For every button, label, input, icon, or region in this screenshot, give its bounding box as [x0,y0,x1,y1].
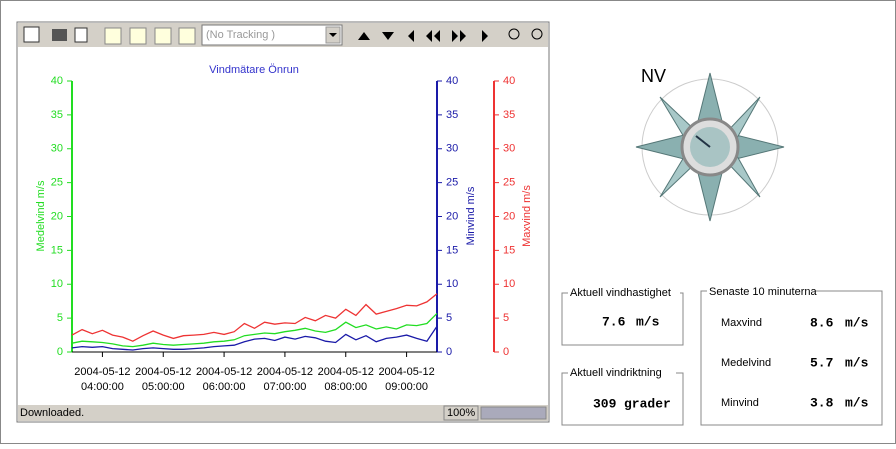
tick-label: 0 [57,346,63,358]
y2-axis-title: Minvind m/s [465,186,477,245]
label-bg [707,285,815,297]
last10-title: Senaste 10 minuterna [709,286,818,298]
tick-label: 40 [446,75,458,87]
tick-label: 15 [446,244,458,256]
x-tick-label: 2004-05-12 06:00:00 [196,366,252,393]
row-label: Minvind [721,397,759,409]
series-line [71,293,438,342]
zoom-in[interactable] [508,28,520,40]
label-bg [568,367,676,379]
row-unit: m/s [845,315,869,330]
row-value: 3.8 [810,395,834,410]
status-bar [18,405,548,421]
x-tick-line: 2004-05-12 [378,366,434,378]
combo-arrow [329,33,337,37]
tick-label: 35 [446,109,458,121]
tick-label: 10 [503,278,515,290]
row-label: Maxvind [721,317,762,329]
status-message: Downloaded. [20,407,84,419]
x-tick-label: 2004-05-12 09:00:00 [378,366,434,393]
tick-label: 5 [503,312,509,324]
tick-label: 20 [51,210,63,222]
tick-label: 5 [57,312,63,324]
y-axis-title: Medelvind m/s [35,180,47,251]
tick-label: 10 [51,278,63,290]
y3-axis-title: Maxvind m/s [521,185,533,247]
speed-value: 7.6 [602,314,626,329]
row-label: Medelvind [721,357,771,369]
compass-needle [695,135,711,148]
tick-label: 40 [51,75,63,87]
speed-title: Aktuell vindhastighet [570,287,671,299]
x-tick-line: 2004-05-12 [257,366,313,378]
x-tick-line: 09:00:00 [385,381,428,393]
x-tick-label: 2004-05-12 07:00:00 [257,366,313,393]
speed-unit: m/s [636,314,660,329]
series-line [71,325,438,351]
icon-a[interactable] [129,27,147,45]
x-tick-label: 2004-05-12 05:00:00 [135,366,191,393]
chart-frame [16,21,550,423]
compass-direction: NV [641,66,666,86]
tick-label: 20 [446,210,458,222]
label-bg [568,287,680,299]
row-value: 8.6 [810,315,834,330]
tick-label: 30 [503,143,515,155]
tick-label: 30 [446,143,458,155]
tick-label: 35 [51,109,63,121]
tick-label: 0 [446,346,452,358]
tick-label: 15 [503,244,515,256]
row-unit: m/s [845,395,869,410]
row-value: 5.7 [810,355,833,370]
zoom-box [443,405,479,421]
x-tick-line: 2004-05-12 [196,366,252,378]
direction-title: Aktuell vindriktning [570,367,662,379]
x-tick-line: 05:00:00 [142,381,185,393]
tick-label: 25 [503,177,515,189]
tracking-text: (No Tracking ) [206,29,275,41]
tick-label: 25 [51,177,63,189]
x-tick-line: 06:00:00 [203,381,246,393]
icon-print[interactable] [52,29,67,41]
toolbar-icons[interactable] [23,24,543,46]
icon-b[interactable] [154,27,172,45]
icon-scatter[interactable] [104,27,122,45]
row-unit: m/s [845,355,869,370]
zoom-out[interactable] [531,28,543,40]
x-tick-line: 2004-05-12 [318,366,374,378]
x-tick-line: 2004-05-12 [135,366,191,378]
icon-c[interactable] [178,27,196,45]
x-tick-label: 2004-05-12 04:00:00 [74,366,130,393]
x-tick-label: 2004-05-12 08:00:00 [318,366,374,393]
nav-buttons[interactable] [358,30,488,42]
tick-label: 20 [503,210,515,222]
series-line [71,312,438,348]
direction-unit: grader [624,396,671,411]
x-tick-line: 08:00:00 [324,381,367,393]
progress [480,406,547,420]
tracking-combo[interactable] [201,24,343,46]
x-tick-line: 07:00:00 [264,381,307,393]
x-tick-line: 04:00:00 [81,381,124,393]
status-zoom: 100% [447,407,475,419]
x-tick-line: 2004-05-12 [74,366,130,378]
tick-label: 30 [51,143,63,155]
icon-copy[interactable] [74,27,88,43]
tick-label: 35 [503,109,515,121]
tick-label: 5 [446,312,452,324]
icon-grid[interactable] [23,26,40,43]
tick-label: 25 [446,177,458,189]
tick-label: 40 [503,75,515,87]
direction-value: 309 [593,396,617,411]
tick-label: 15 [51,244,63,256]
chart-title: Vindmätare Önrun [209,64,299,76]
tick-label: 0 [503,346,509,358]
tick-label: 10 [446,278,458,290]
compass [635,72,785,222]
